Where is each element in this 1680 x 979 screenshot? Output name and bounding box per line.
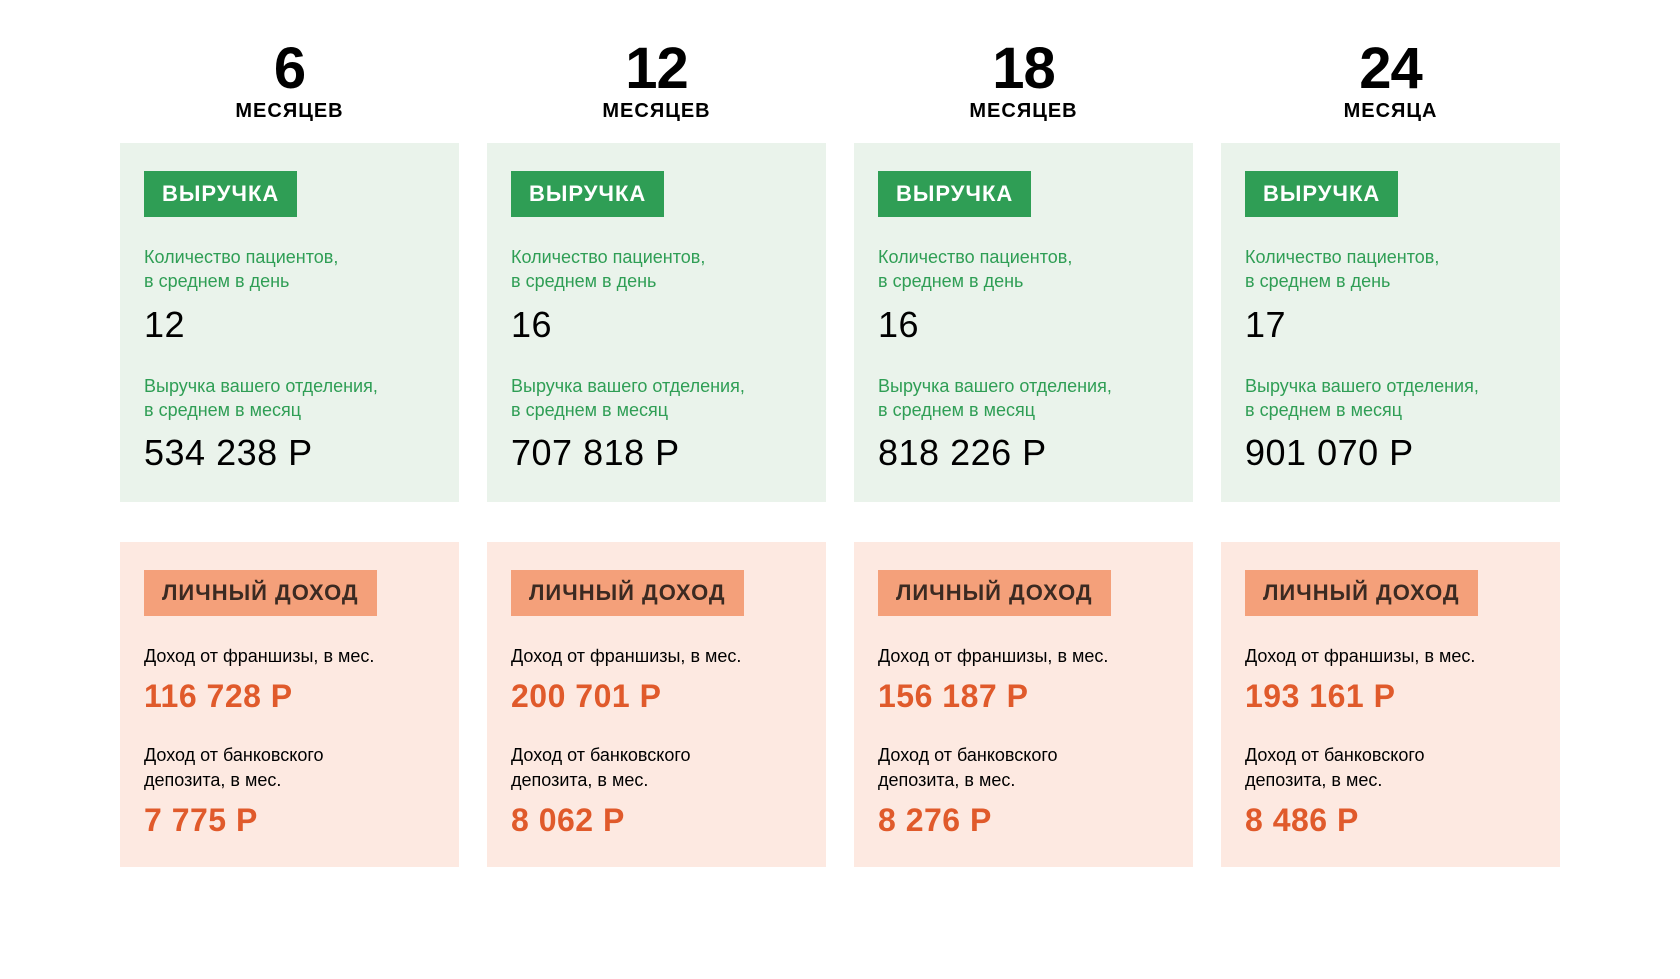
dept-revenue-label: Выручка вашего отделения, в среднем в ме… <box>1245 374 1536 423</box>
period-column: 12 МЕСЯЦЕВ ВЫРУЧКА Количество пациентов,… <box>487 40 826 867</box>
patients-label: Количество пациентов, в среднем в день <box>511 245 802 294</box>
income-card: ЛИЧНЫЙ ДОХОД Доход от франшизы, в мес. 1… <box>120 542 459 867</box>
patients-label: Количество пациентов, в среднем в день <box>1245 245 1536 294</box>
franchise-value: 116 728 Р <box>144 678 435 715</box>
period-number: 12 <box>487 40 826 98</box>
dept-revenue-label: Выручка вашего отделения, в среднем в ме… <box>511 374 802 423</box>
comparison-infographic: 6 МЕСЯЦЕВ ВЫРУЧКА Количество пациентов, … <box>0 0 1680 979</box>
franchise-value: 193 161 Р <box>1245 678 1536 715</box>
period-unit: МЕСЯЦА <box>1221 100 1560 123</box>
patients-value: 17 <box>1245 304 1536 346</box>
dept-revenue-label: Выручка вашего отделения, в среднем в ме… <box>878 374 1169 423</box>
revenue-badge: ВЫРУЧКА <box>511 171 664 217</box>
period-header: 24 МЕСЯЦА <box>1221 40 1560 123</box>
deposit-label: Доход от банковского депозита, в мес. <box>878 743 1169 792</box>
revenue-badge: ВЫРУЧКА <box>144 171 297 217</box>
revenue-badge: ВЫРУЧКА <box>878 171 1031 217</box>
revenue-badge: ВЫРУЧКА <box>1245 171 1398 217</box>
franchise-value: 200 701 Р <box>511 678 802 715</box>
patients-value: 16 <box>511 304 802 346</box>
franchise-label: Доход от франшизы, в мес. <box>878 644 1169 668</box>
income-card: ЛИЧНЫЙ ДОХОД Доход от франшизы, в мес. 1… <box>1221 542 1560 867</box>
deposit-label: Доход от банковского депозита, в мес. <box>1245 743 1536 792</box>
revenue-card: ВЫРУЧКА Количество пациентов, в среднем … <box>854 143 1193 502</box>
deposit-label: Доход от банковского депозита, в мес. <box>144 743 435 792</box>
period-column: 18 МЕСЯЦЕВ ВЫРУЧКА Количество пациентов,… <box>854 40 1193 867</box>
period-number: 6 <box>120 40 459 98</box>
franchise-label: Доход от франшизы, в мес. <box>511 644 802 668</box>
patients-label: Количество пациентов, в среднем в день <box>878 245 1169 294</box>
deposit-label: Доход от банковского депозита, в мес. <box>511 743 802 792</box>
period-header: 18 МЕСЯЦЕВ <box>854 40 1193 123</box>
dept-revenue-label: Выручка вашего отделения, в среднем в ме… <box>144 374 435 423</box>
patients-value: 12 <box>144 304 435 346</box>
revenue-card: ВЫРУЧКА Количество пациентов, в среднем … <box>487 143 826 502</box>
period-number: 24 <box>1221 40 1560 98</box>
income-card: ЛИЧНЫЙ ДОХОД Доход от франшизы, в мес. 1… <box>854 542 1193 867</box>
dept-revenue-value: 534 238 Р <box>144 432 435 474</box>
income-badge: ЛИЧНЫЙ ДОХОД <box>144 570 377 616</box>
revenue-card: ВЫРУЧКА Количество пациентов, в среднем … <box>120 143 459 502</box>
dept-revenue-value: 818 226 Р <box>878 432 1169 474</box>
franchise-label: Доход от франшизы, в мес. <box>1245 644 1536 668</box>
period-column: 6 МЕСЯЦЕВ ВЫРУЧКА Количество пациентов, … <box>120 40 459 867</box>
dept-revenue-value: 901 070 Р <box>1245 432 1536 474</box>
patients-label: Количество пациентов, в среднем в день <box>144 245 435 294</box>
income-badge: ЛИЧНЫЙ ДОХОД <box>1245 570 1478 616</box>
deposit-value: 7 775 Р <box>144 802 435 839</box>
period-unit: МЕСЯЦЕВ <box>487 100 826 123</box>
income-card: ЛИЧНЫЙ ДОХОД Доход от франшизы, в мес. 2… <box>487 542 826 867</box>
period-number: 18 <box>854 40 1193 98</box>
deposit-value: 8 276 Р <box>878 802 1169 839</box>
franchise-value: 156 187 Р <box>878 678 1169 715</box>
income-badge: ЛИЧНЫЙ ДОХОД <box>878 570 1111 616</box>
deposit-value: 8 486 Р <box>1245 802 1536 839</box>
deposit-value: 8 062 Р <box>511 802 802 839</box>
dept-revenue-value: 707 818 Р <box>511 432 802 474</box>
income-badge: ЛИЧНЫЙ ДОХОД <box>511 570 744 616</box>
patients-value: 16 <box>878 304 1169 346</box>
period-header: 6 МЕСЯЦЕВ <box>120 40 459 123</box>
period-column: 24 МЕСЯЦА ВЫРУЧКА Количество пациентов, … <box>1221 40 1560 867</box>
columns-container: 6 МЕСЯЦЕВ ВЫРУЧКА Количество пациентов, … <box>120 40 1560 867</box>
period-header: 12 МЕСЯЦЕВ <box>487 40 826 123</box>
period-unit: МЕСЯЦЕВ <box>854 100 1193 123</box>
franchise-label: Доход от франшизы, в мес. <box>144 644 435 668</box>
revenue-card: ВЫРУЧКА Количество пациентов, в среднем … <box>1221 143 1560 502</box>
period-unit: МЕСЯЦЕВ <box>120 100 459 123</box>
